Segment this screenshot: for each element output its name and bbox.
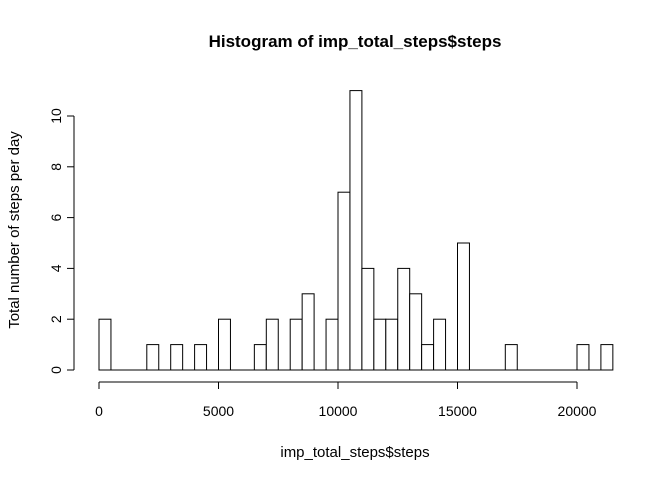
bars-group [98,90,614,371]
y-tick-label: 6 [48,213,64,221]
histogram-bar [146,344,160,371]
histogram-bar [457,242,470,371]
x-tick-label: 0 [95,403,103,419]
histogram-bar [361,267,375,371]
histogram-bar [170,344,184,371]
histogram-bar [397,267,411,371]
histogram-bar [289,318,303,371]
y-tick-label: 4 [48,264,64,272]
histogram-bar [218,318,231,371]
x-axis-label: imp_total_steps$steps [280,444,429,461]
x-tick-label: 20000 [558,403,597,419]
x-tick-label: 10000 [319,403,358,419]
y-axis: 0 2 4 6 8 10 [48,108,75,374]
histogram-bar [600,344,614,371]
histogram-bar [576,344,590,371]
histogram-bar [98,318,112,371]
histogram-bar [433,318,447,371]
y-tick-label: 10 [48,108,64,124]
histogram-bar [265,318,279,371]
histogram-bar [337,191,351,371]
histogram-bar [373,318,387,371]
y-axis-label: Total number of steps per day [6,131,23,329]
x-axis: 0 5000 10000 15000 20000 [95,381,597,419]
histogram-bar [385,318,399,371]
y-tick-label: 8 [48,163,64,171]
chart-title: Histogram of imp_total_steps$steps [209,32,502,51]
histogram-bar [301,293,315,371]
histogram-bar [349,90,363,371]
x-tick-label: 15000 [438,403,477,419]
histogram-bar [421,344,435,371]
histogram-bar [504,344,518,371]
histogram-bar [325,318,339,371]
histogram-bar [409,293,423,371]
y-tick-label: 0 [48,366,64,374]
histogram-bar [194,344,208,371]
y-tick-label: 2 [48,315,64,323]
histogram-bar [253,344,267,371]
x-tick-label: 5000 [203,403,234,419]
